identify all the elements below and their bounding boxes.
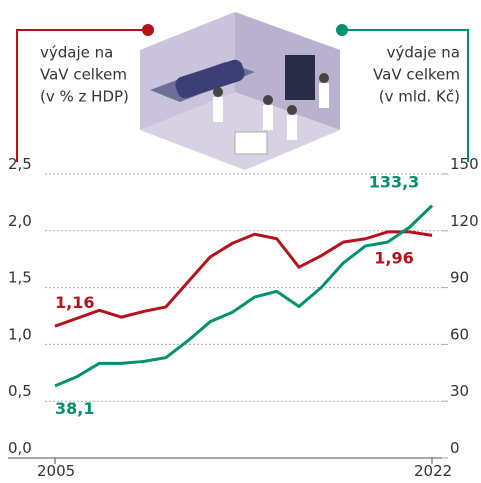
- series-line: [55, 206, 432, 386]
- y2-tick-label: 150: [450, 155, 479, 173]
- value-label: 133,3: [369, 173, 420, 192]
- decor-dot: [336, 24, 348, 36]
- value-label: 1,96: [374, 248, 413, 267]
- value-label: 38,1: [55, 399, 94, 418]
- y-tick-label: 2,5: [8, 155, 32, 173]
- y-axis-title: (v % z HDP): [40, 88, 129, 106]
- chart: výdaje na VaV celkem (v % z HDP) výdaje na V…: [0, 0, 481, 483]
- decor-dot: [142, 24, 154, 36]
- y2-tick-label: 60: [450, 325, 469, 343]
- y2-axis-title: výdaje na: [387, 44, 460, 62]
- x-tick-label: 2005: [37, 462, 75, 480]
- x-tick-label: 2022: [414, 462, 452, 480]
- y-tick-label: 0,0: [8, 439, 32, 457]
- y-tick-label: 2,0: [8, 212, 32, 230]
- y-axis-title: VaV celkem: [40, 66, 127, 84]
- y-tick-label: 1,0: [8, 325, 32, 343]
- y-tick-label: 1,5: [8, 269, 32, 287]
- y2-tick-label: 90: [450, 269, 469, 287]
- y-tick-label: 0,5: [8, 382, 32, 400]
- y-axis-title: výdaje na: [40, 44, 113, 62]
- y2-tick-label: 0: [450, 439, 460, 457]
- y2-axis-title: (v mld. Kč): [379, 88, 460, 106]
- value-label: 1,16: [55, 293, 94, 312]
- y2-tick-label: 30: [450, 382, 469, 400]
- y2-tick-label: 120: [450, 212, 479, 230]
- series-line: [55, 232, 432, 326]
- illustration: [140, 12, 340, 170]
- y2-axis-title: VaV celkem: [373, 66, 460, 84]
